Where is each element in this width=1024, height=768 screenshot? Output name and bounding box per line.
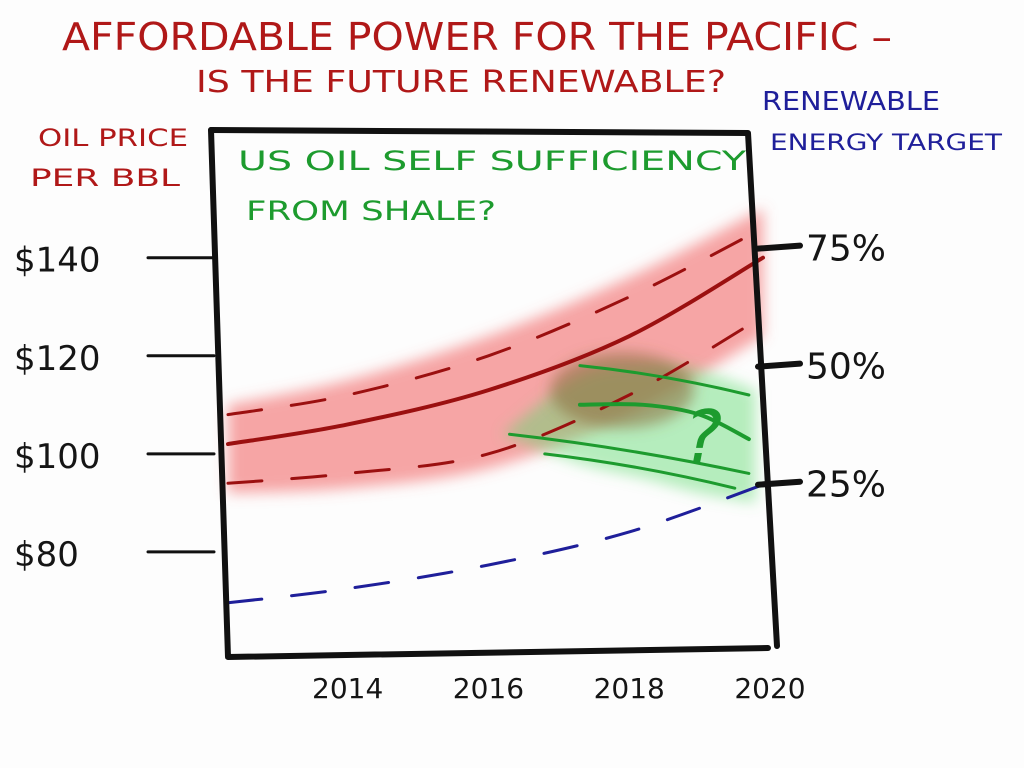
right-tick-label: 50% (806, 347, 886, 388)
right-tick-mark (755, 242, 803, 252)
annotation-line1: US OIL SELF SUFFICIENCY (238, 146, 747, 177)
right-axis-label-line1: RENEWABLE (762, 87, 940, 117)
right-tick-label: 25% (806, 465, 886, 506)
left-tick-label: $100 (14, 437, 101, 477)
green-stroke-1 (543, 452, 737, 490)
left-axis-label-line1: OIL PRICE (38, 124, 188, 152)
x-tick-label: 2014 (312, 672, 383, 705)
left-axis-ticks: $140 $120 $100 $80 (14, 241, 216, 575)
right-axis-ticks: 75% 50% 25% (755, 229, 886, 506)
green-stroke-2 (578, 364, 751, 397)
plot-frame-top-right (208, 127, 780, 649)
series-lines (226, 226, 765, 605)
x-tick-label: 2016 (453, 672, 524, 705)
band-overlap (550, 352, 695, 429)
x-axis-ticks: 2014 2016 2018 2020 (312, 672, 806, 705)
left-tick-label: $80 (14, 535, 79, 575)
chart-subtitle: IS THE FUTURE RENEWABLE? (196, 65, 726, 100)
left-axis-label-line2: PER BBL (30, 164, 181, 192)
chart-title: AFFORDABLE POWER FOR THE PACIFIC – (62, 15, 892, 59)
left-tick-label: $120 (14, 339, 101, 379)
annotation-line2: FROM SHALE? (246, 196, 496, 227)
right-tick-mark (755, 478, 803, 488)
series-line-4 (577, 402, 751, 442)
series-line-1 (226, 226, 765, 417)
x-tick-label: 2018 (594, 672, 665, 705)
green-stroke-0 (508, 432, 751, 475)
right-tick-mark (755, 360, 803, 370)
x-tick-label: 2020 (734, 672, 805, 705)
question-mark: ? (684, 395, 722, 479)
plot-frame-left-bottom (208, 127, 771, 660)
series-line-0 (226, 255, 765, 447)
series-line-2 (226, 315, 765, 485)
right-axis-label-line2: ENERGY TARGET (770, 131, 1003, 156)
series-line-3 (226, 483, 765, 605)
right-tick-label: 75% (806, 229, 886, 270)
left-tick-label: $140 (14, 241, 101, 281)
